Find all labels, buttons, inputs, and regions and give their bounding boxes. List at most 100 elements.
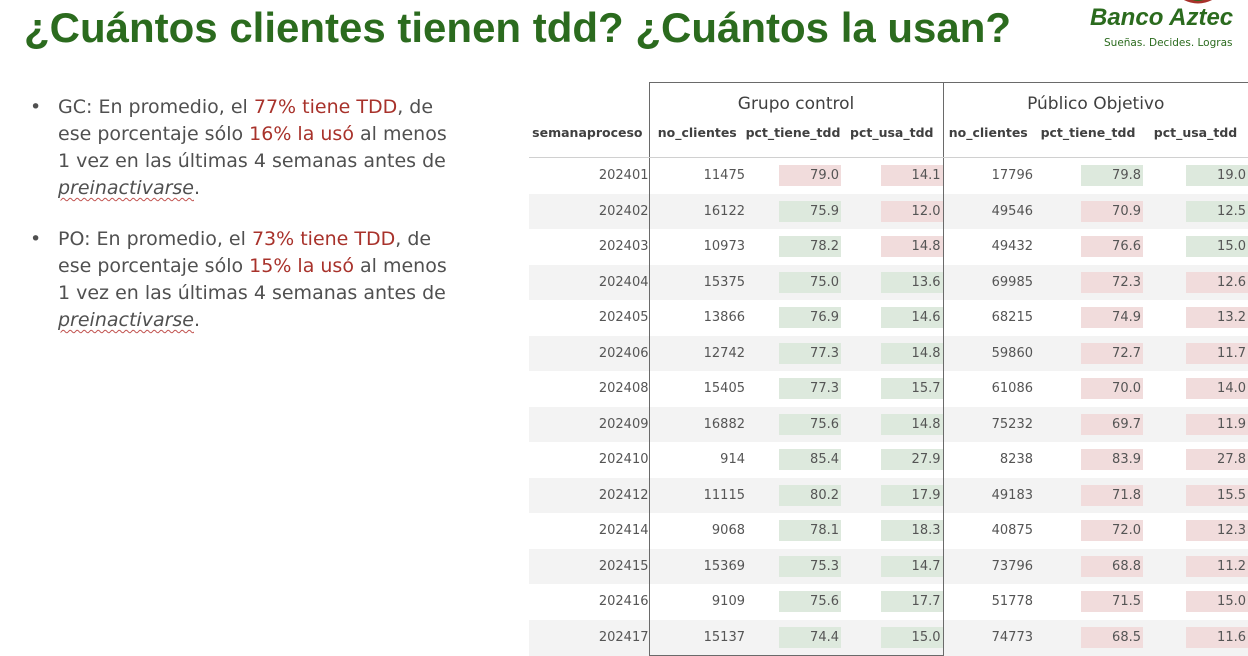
gc-pct-uses-tdd-cell: 15.0	[841, 619, 944, 656]
gc-clients-cell: 15137	[648, 619, 745, 656]
po-pct-has-tdd-cell: 74.9	[1033, 300, 1143, 336]
po-pct-uses-tdd-cell: 12.5	[1143, 193, 1248, 229]
week-cell: 202404	[529, 264, 649, 300]
results-table: Grupo control Público Objetivo semanapro…	[529, 82, 1248, 656]
table-row: 202406 12742 77.3 14.8 59860 72.7 11.7	[529, 335, 1248, 371]
po-pct-uses-tdd: 15.0	[1186, 591, 1248, 613]
gc-pct-uses-tdd-cell: 14.8	[841, 229, 944, 265]
bullet-text: En promedio, el	[90, 228, 252, 250]
po-pct-uses-tdd: 11.6	[1186, 627, 1248, 648]
gc-pct-uses-tdd-cell: 27.9	[841, 442, 944, 478]
po-pct-uses-tdd: 12.6	[1186, 271, 1248, 293]
po-pct-uses-tdd-cell: 15.0	[1143, 584, 1248, 620]
po-pct-has-tdd: 71.5	[1081, 591, 1143, 613]
table-row: 202401 11475 79.0 14.1 17796 79.8 19.0	[529, 157, 1248, 194]
gc-pct-has-tdd-cell: 76.9	[745, 300, 841, 336]
gc-pct-uses-tdd: 13.6	[880, 271, 942, 293]
po-pct-uses-tdd: 11.2	[1186, 555, 1248, 577]
bullet-gc: • GC: En promedio, el 77% tiene TDD, de …	[30, 94, 450, 202]
po-pct-uses-tdd: 12.5	[1186, 200, 1248, 222]
gc-pct-uses-tdd-cell: 14.6	[841, 300, 944, 336]
po-pct-has-tdd-cell: 72.7	[1033, 335, 1143, 371]
po-pct-uses-tdd: 11.7	[1186, 342, 1248, 364]
table-row: 202403 10973 78.2 14.8 49432 76.6 15.0	[529, 229, 1248, 265]
gc-clients-cell: 11115	[648, 477, 745, 513]
gc-pct-has-tdd: 77.3	[779, 378, 841, 400]
po-pct-has-tdd: 70.0	[1081, 378, 1143, 400]
week-cell: 202414	[598, 523, 649, 539]
table-row: 202415 15369 75.3 14.7 73796 68.8 11.2	[529, 548, 1248, 584]
week-cell: 202410	[598, 452, 649, 468]
po-pct-uses-tdd-cell: 12.6	[1143, 264, 1248, 300]
gc-pct-uses-tdd: 17.9	[880, 484, 942, 506]
gc-clients-cell: 9068	[648, 513, 745, 549]
gc-pct-uses-tdd: 17.7	[880, 591, 942, 613]
gc-pct-uses-tdd-cell: 14.8	[841, 335, 944, 371]
po-clients-cell: 51778	[991, 594, 1033, 610]
bullet-text: En promedio, el	[92, 96, 254, 118]
gc-pct-has-tdd: 78.2	[779, 236, 841, 258]
gc-clients-cell: 16122	[648, 193, 745, 229]
results-table-container: Grupo control Público Objetivo semanapro…	[529, 82, 1248, 656]
po-pct-uses-tdd: 15.0	[1186, 236, 1248, 258]
table-row: 202405 13866 76.9 14.6 68215 74.9 13.2	[529, 300, 1248, 336]
gc-pct-uses-tdd-cell: 14.1	[841, 157, 944, 194]
gc-clients-cell: 12742	[648, 335, 745, 371]
gc-pct-uses-tdd: 18.3	[880, 520, 942, 542]
gc-pct-has-tdd: 80.2	[779, 484, 841, 506]
po-clients-cell: 73796	[943, 548, 1033, 584]
column-header: pct_tiene_tdd	[745, 125, 841, 158]
bullet-highlight: 73% tiene TDD	[251, 228, 396, 250]
bullet-po: • PO: En promedio, el 73% tiene TDD, de …	[30, 226, 450, 334]
bullet-dot-icon: •	[30, 96, 42, 118]
po-pct-uses-tdd-cell: 11.2	[1143, 548, 1248, 584]
page-title: ¿Cuántos clientes tienen tdd? ¿Cuántos l…	[24, 4, 1012, 51]
po-clients-cell: 74773	[943, 619, 1033, 656]
table-row: 202416 9109 75.6 17.7 51778 71.5 15.0	[529, 584, 1248, 620]
po-clients-cell: 68215	[991, 310, 1033, 326]
gc-pct-has-tdd: 75.6	[779, 591, 841, 613]
bullet-text: .	[194, 177, 201, 199]
column-header: no_clientes	[943, 125, 1033, 158]
gc-pct-has-tdd-cell: 77.3	[745, 371, 841, 407]
po-pct-uses-tdd: 14.0	[1186, 378, 1248, 400]
po-clients-cell: 49432	[991, 239, 1033, 255]
gc-pct-uses-tdd: 14.8	[880, 236, 942, 258]
bullet-text: al menos 1 vez en las últimas 4 semanas …	[58, 123, 447, 172]
po-clients-cell: 69985	[943, 264, 1033, 300]
logo-mark-icon	[1183, 0, 1213, 4]
gc-pct-has-tdd-cell: 75.0	[745, 264, 841, 300]
gc-pct-has-tdd: 75.3	[779, 555, 841, 577]
po-clients-cell: 49183	[943, 477, 1033, 513]
gc-pct-uses-tdd-cell: 14.8	[841, 406, 944, 442]
gc-pct-has-tdd: 76.9	[779, 307, 841, 329]
week-cell: 202403	[598, 239, 649, 255]
po-pct-has-tdd: 72.0	[1081, 520, 1143, 542]
bullet-highlight: 16% la usó	[249, 123, 354, 145]
gc-pct-uses-tdd: 12.0	[880, 200, 942, 222]
summary-bullets: • GC: En promedio, el 77% tiene TDD, de …	[30, 94, 450, 358]
po-pct-has-tdd-cell: 70.9	[1033, 193, 1143, 229]
table-row: 202410 914 85.4 27.9 8238 83.9 27.8	[529, 442, 1248, 478]
po-pct-uses-tdd: 11.9	[1186, 413, 1248, 435]
gc-pct-has-tdd-cell: 74.4	[745, 619, 841, 656]
po-pct-has-tdd-cell: 69.7	[1033, 406, 1143, 442]
po-clients-cell: 49546	[943, 193, 1033, 229]
gc-clients-cell: 914	[648, 442, 745, 478]
gc-pct-uses-tdd: 14.7	[880, 555, 942, 577]
table-body: 202401 11475 79.0 14.1 17796 79.8 19.0 202402 16…	[529, 157, 1248, 656]
po-pct-has-tdd-cell: 72.3	[1033, 264, 1143, 300]
gc-pct-has-tdd: 75.6	[779, 413, 841, 435]
week-cell: 202401	[598, 168, 649, 184]
po-pct-has-tdd: 83.9	[1081, 449, 1143, 471]
gc-pct-uses-tdd: 15.0	[880, 626, 942, 648]
gc-clients-cell: 16882	[648, 406, 745, 442]
gc-pct-uses-tdd: 14.8	[880, 342, 942, 364]
gc-pct-has-tdd-cell: 75.9	[745, 193, 841, 229]
po-pct-has-tdd-cell: 71.8	[1033, 477, 1143, 513]
bullet-text: .	[194, 309, 201, 331]
po-pct-uses-tdd-cell: 27.8	[1143, 442, 1248, 478]
gc-pct-has-tdd: 78.1	[779, 520, 841, 542]
week-cell: 202416	[598, 594, 649, 610]
table-row: 202412 11115 80.2 17.9 49183 71.8 15.5	[529, 477, 1248, 513]
